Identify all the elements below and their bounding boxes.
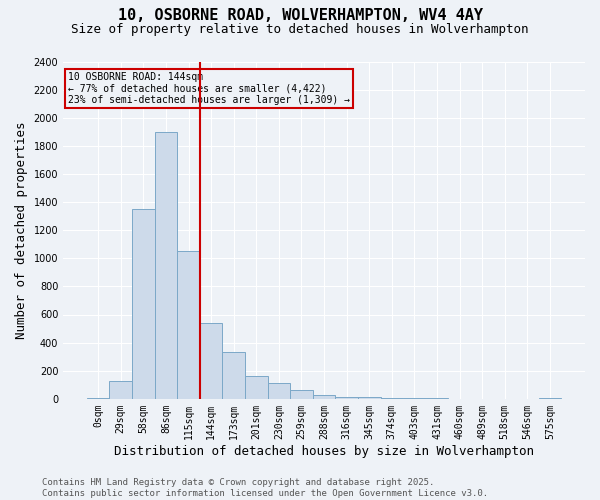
Bar: [290, 390, 313, 399]
Bar: [155, 132, 177, 399]
Text: 10, OSBORNE ROAD, WOLVERHAMPTON, WV4 4AY: 10, OSBORNE ROAD, WOLVERHAMPTON, WV4 4AY: [118, 8, 482, 22]
Bar: [200, 323, 223, 399]
Bar: [539, 398, 561, 399]
Bar: [335, 396, 358, 399]
Text: Contains HM Land Registry data © Crown copyright and database right 2025.
Contai: Contains HM Land Registry data © Crown c…: [42, 478, 488, 498]
X-axis label: Distribution of detached houses by size in Wolverhampton: Distribution of detached houses by size …: [114, 444, 534, 458]
Bar: [109, 380, 132, 399]
Bar: [268, 384, 290, 399]
Bar: [132, 209, 155, 399]
Bar: [87, 398, 109, 399]
Bar: [245, 376, 268, 399]
Bar: [223, 352, 245, 399]
Text: Size of property relative to detached houses in Wolverhampton: Size of property relative to detached ho…: [71, 22, 529, 36]
Bar: [358, 398, 380, 399]
Text: 10 OSBORNE ROAD: 144sqm
← 77% of detached houses are smaller (4,422)
23% of semi: 10 OSBORNE ROAD: 144sqm ← 77% of detache…: [68, 72, 350, 105]
Bar: [313, 396, 335, 399]
Bar: [380, 398, 403, 399]
Bar: [177, 251, 200, 399]
Y-axis label: Number of detached properties: Number of detached properties: [15, 122, 28, 339]
